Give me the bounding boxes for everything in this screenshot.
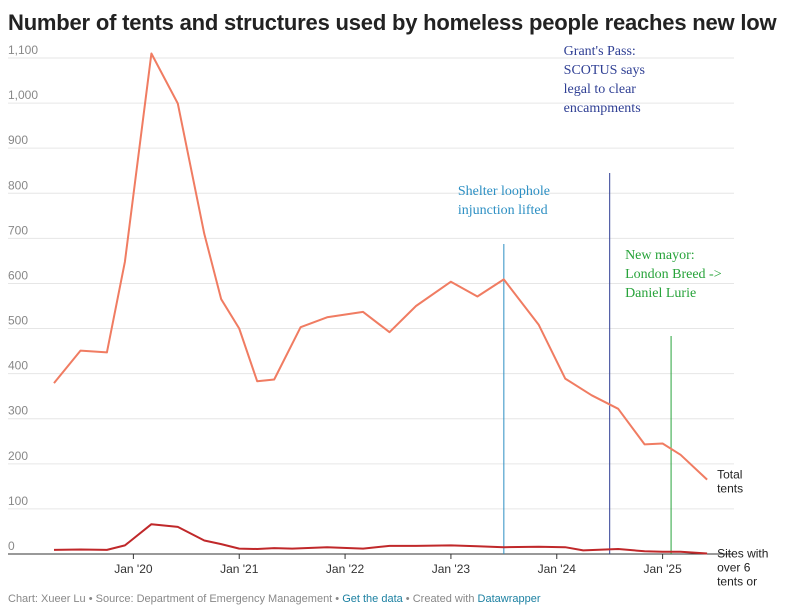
y-axis: 0 100 200 300 400 500 600 700 800 900 1,000 1,100	[8, 43, 734, 555]
x-tick-label: Jan '25	[643, 562, 682, 576]
series-label: Total	[717, 468, 742, 482]
y-tick-label: 1,000	[8, 88, 38, 102]
annotation-text: London Breed ->	[625, 267, 722, 282]
y-tick-label: 1,100	[8, 43, 38, 57]
y-tick-label: 500	[8, 314, 28, 328]
y-tick-label: 0	[8, 539, 15, 553]
x-tick-label: Jan '21	[220, 562, 259, 576]
x-tick-label: Jan '23	[432, 562, 471, 576]
x-tick-label: Jan '24	[538, 562, 577, 576]
annotation-text: New mayor:	[625, 248, 695, 263]
series-label: over 6	[717, 561, 751, 575]
annotations: Shelter loophole injunction lifted Grant's…	[458, 44, 722, 554]
x-tick-label: Jan '22	[326, 562, 365, 576]
footer-separator: • Created with	[402, 593, 478, 605]
line-chart: 0 100 200 300 400 500 600 700 800 900 1,000 1,100 J…	[8, 43, 770, 590]
y-tick-label: 800	[8, 178, 28, 192]
x-tick-label: Jan '20	[114, 562, 153, 576]
y-tick-label: 700	[8, 223, 28, 237]
y-tick-label: 300	[8, 404, 28, 418]
datawrapper-link[interactable]: Datawrapper	[477, 593, 541, 605]
annotation-text: Shelter loophole	[458, 184, 550, 199]
chart-footer: Chart: Xueer Lu • Source: Department of …	[8, 593, 541, 605]
annotation-text: SCOTUS says	[564, 63, 645, 78]
y-tick-label: 400	[8, 359, 28, 373]
chart-title: Number of tents and structures used by h…	[8, 10, 777, 35]
series-label: tents or	[717, 575, 757, 589]
annotation-text: Grant's Pass:	[564, 44, 636, 59]
y-tick-label: 100	[8, 494, 28, 508]
series-label: tents	[717, 482, 743, 496]
series-label: structures	[717, 589, 770, 590]
series-line-large-sites	[53, 523, 708, 555]
y-tick-label: 200	[8, 449, 28, 463]
y-tick-label: 900	[8, 133, 28, 147]
gridlines	[8, 57, 734, 510]
series-label: Sites with	[717, 547, 768, 561]
get-data-link[interactable]: Get the data	[342, 593, 403, 605]
series-lines	[53, 52, 708, 555]
annotation-text: injunction lifted	[458, 203, 548, 218]
annotation-text: Daniel Lurie	[625, 286, 696, 301]
x-axis: Jan '20 Jan '21 Jan '22 Jan '23 Jan '24 Jan '…	[114, 554, 682, 576]
y-tick-label: 600	[8, 268, 28, 282]
footer-credit: Chart: Xueer Lu • Source: Department of …	[8, 593, 343, 605]
annotation-text: encampments	[564, 101, 641, 116]
series-line-total-tents	[53, 52, 708, 481]
annotation-text: legal to clear	[564, 82, 637, 97]
